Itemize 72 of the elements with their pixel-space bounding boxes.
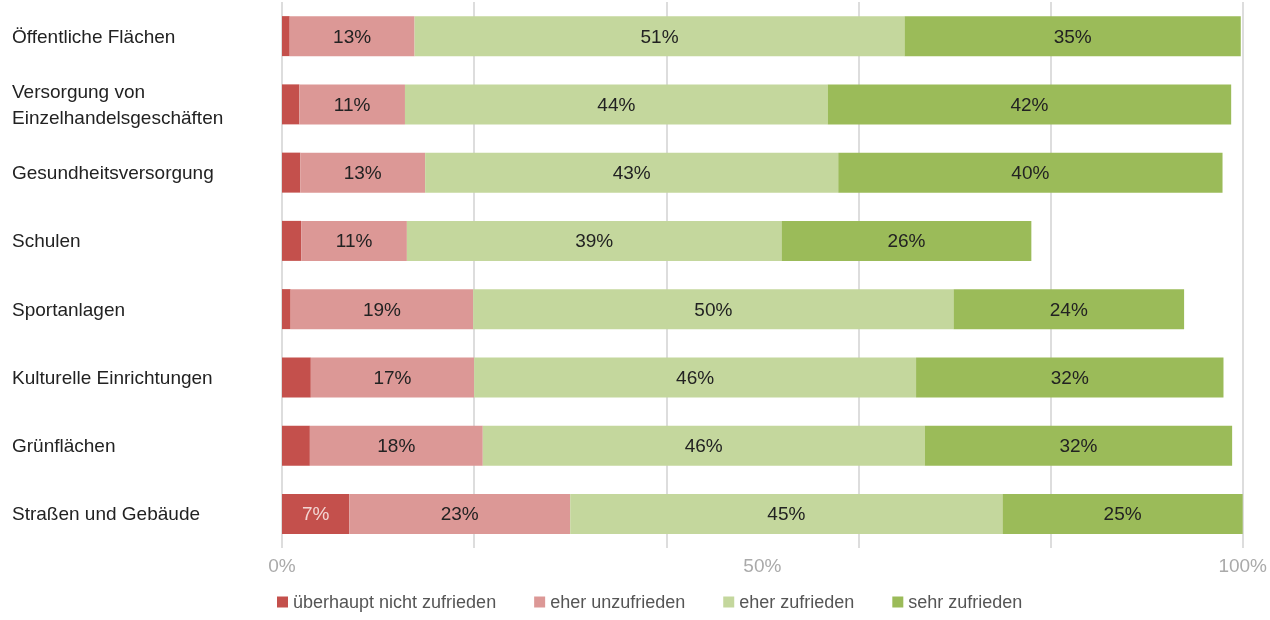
bar bbox=[282, 84, 300, 125]
bar bbox=[924, 425, 1233, 466]
data-label: 17% bbox=[373, 366, 412, 388]
bar bbox=[482, 425, 925, 466]
legend-label: überhaupt nicht zufrieden bbox=[293, 592, 497, 612]
x-tick-label: 100% bbox=[1218, 555, 1268, 576]
data-label: 39% bbox=[575, 230, 614, 252]
bar bbox=[299, 84, 405, 125]
bar bbox=[904, 16, 1241, 57]
data-label: 50% bbox=[694, 298, 733, 320]
bar bbox=[282, 289, 291, 330]
y-tick-label: Schulen bbox=[12, 230, 81, 252]
bar bbox=[781, 220, 1032, 261]
bar bbox=[953, 289, 1185, 330]
bar bbox=[349, 493, 571, 534]
bar bbox=[414, 16, 905, 57]
data-label: 35% bbox=[1053, 25, 1092, 47]
y-tick-label: Versorgung von Einzelhandelsgeschäften bbox=[12, 80, 224, 128]
bar bbox=[301, 220, 407, 261]
data-label: 43% bbox=[612, 162, 651, 184]
data-label: 7% bbox=[301, 503, 330, 525]
data-label: 11% bbox=[333, 93, 371, 115]
y-tick-label: Grünflächen bbox=[12, 435, 116, 457]
bar bbox=[282, 493, 350, 534]
data-label: 13% bbox=[343, 162, 382, 184]
legend-label: eher unzufrieden bbox=[550, 592, 686, 612]
data-label: 24% bbox=[1049, 298, 1088, 320]
y-tick-label: Kulturelle Einrichtungen bbox=[12, 366, 213, 388]
bar bbox=[404, 84, 828, 125]
data-label: 40% bbox=[1011, 162, 1050, 184]
bar bbox=[827, 84, 1232, 125]
legend-label: sehr zufrieden bbox=[908, 592, 1023, 612]
data-label: 18% bbox=[377, 435, 416, 457]
bar bbox=[473, 289, 954, 330]
bar bbox=[425, 152, 839, 193]
bar bbox=[838, 152, 1223, 193]
data-label: 11% bbox=[335, 230, 373, 252]
bar bbox=[406, 220, 782, 261]
bar bbox=[474, 357, 917, 398]
y-tick-label: Öffentliche Flächen bbox=[12, 25, 176, 47]
bar bbox=[282, 220, 302, 261]
y-tick-label: Gesundheitsversorgung bbox=[12, 162, 214, 184]
bar bbox=[1002, 493, 1243, 534]
x-tick-label: 50% bbox=[743, 555, 782, 576]
bar bbox=[310, 357, 475, 398]
data-label: 13% bbox=[333, 25, 372, 47]
data-label: 25% bbox=[1103, 503, 1142, 525]
data-label: 46% bbox=[684, 435, 723, 457]
bar bbox=[282, 357, 311, 398]
bar bbox=[309, 425, 483, 466]
data-label: 32% bbox=[1050, 366, 1089, 388]
data-label: 23% bbox=[440, 503, 479, 525]
bar bbox=[916, 357, 1224, 398]
data-label: 42% bbox=[1010, 93, 1049, 115]
bar bbox=[290, 289, 474, 330]
bar bbox=[300, 152, 426, 193]
bar bbox=[282, 425, 310, 466]
y-tick-label: Sportanlagen bbox=[12, 298, 126, 320]
y-tick-label: Straßen und Gebäude bbox=[12, 503, 201, 525]
data-label: 32% bbox=[1059, 435, 1098, 457]
legend-label: eher zufrieden bbox=[739, 592, 855, 612]
bar bbox=[289, 16, 415, 57]
data-label: 46% bbox=[676, 366, 715, 388]
data-label: 44% bbox=[597, 93, 636, 115]
x-tick-label: 0% bbox=[268, 555, 296, 576]
data-label: 19% bbox=[362, 298, 402, 320]
bar bbox=[282, 152, 301, 193]
bar bbox=[570, 493, 1003, 534]
data-label: 45% bbox=[767, 503, 806, 525]
bar bbox=[282, 16, 290, 57]
data-label: 26% bbox=[887, 230, 926, 252]
data-label: 51% bbox=[640, 25, 679, 47]
